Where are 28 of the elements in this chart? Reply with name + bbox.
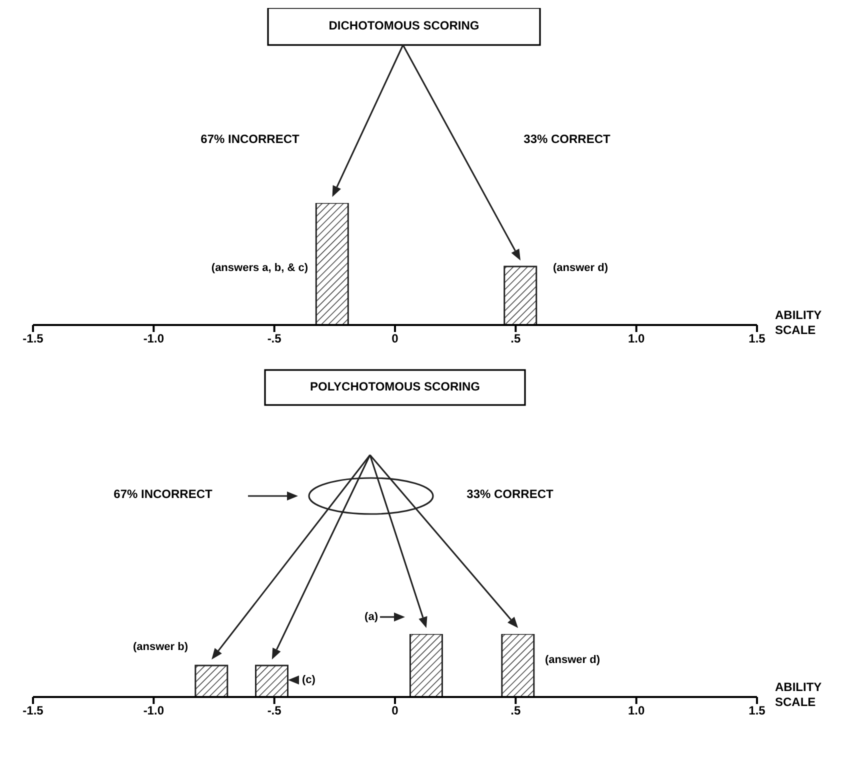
x-axis-title: ABILITY SCALE bbox=[775, 680, 822, 709]
x-tick-label: 1.5 bbox=[748, 332, 766, 346]
annotation: (answer d) bbox=[545, 654, 600, 666]
x-tick-label: -1.0 bbox=[143, 332, 164, 346]
annotation: (answer d) bbox=[553, 262, 608, 274]
text: 33% CORRECT bbox=[466, 487, 554, 502]
annotation: (c) bbox=[302, 674, 316, 686]
x-tick-label: 0 bbox=[392, 332, 399, 346]
x-tick-label: 1.0 bbox=[628, 704, 645, 718]
x-tick-label: .5 bbox=[510, 332, 521, 346]
x-axis-title: ABILITY SCALE bbox=[775, 308, 822, 337]
x-tick-label: -1.0 bbox=[143, 704, 164, 718]
text: 67% INCORRECT bbox=[200, 132, 300, 146]
x-tick-label: 1.0 bbox=[628, 332, 645, 346]
x-tick-label: -1.5 bbox=[22, 704, 44, 718]
x-tick-label: -.5 bbox=[267, 332, 282, 346]
annotation: (answers a, b, & c) bbox=[211, 262, 308, 274]
x-tick-label: -1.5 bbox=[22, 332, 44, 346]
text: 67% INCORRECT bbox=[114, 487, 214, 502]
text: 33% CORRECT bbox=[524, 132, 612, 146]
x-tick-label: .5 bbox=[510, 704, 521, 718]
x-tick-label: 0 bbox=[392, 704, 399, 718]
text: (a) bbox=[364, 610, 378, 623]
annotation: (answer b) bbox=[132, 640, 188, 653]
x-tick-label: 1.5 bbox=[748, 704, 766, 718]
chart-title: POLYCHOTOMOUS SCORING bbox=[310, 380, 480, 394]
chart-title: DICHOTOMOUS SCORING bbox=[328, 18, 480, 33]
x-tick-label: -.5 bbox=[267, 704, 282, 718]
